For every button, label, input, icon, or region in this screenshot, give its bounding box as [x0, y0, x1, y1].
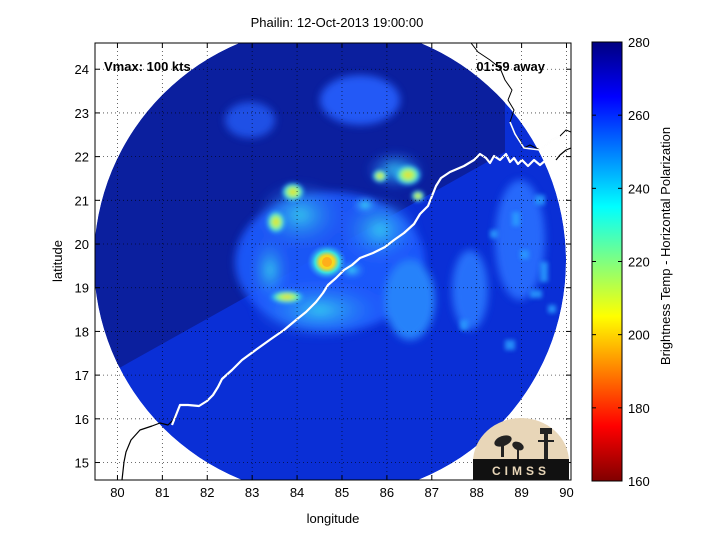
eye: [322, 257, 332, 267]
colorbar-ticks: 160 180 200 220 240 260 280: [592, 35, 650, 489]
x-tick-label: 83: [245, 485, 259, 500]
x-ticks: 80 81 82 83 84 85 86 87 88 89 90: [110, 43, 574, 500]
time-away-annotation: 01:59 away: [476, 59, 545, 74]
x-tick-label: 84: [290, 485, 304, 500]
colorbar-tick-label: 240: [628, 181, 650, 196]
y-tick-label: 20: [75, 237, 89, 252]
y-tick-label: 22: [75, 150, 89, 165]
vmax-annotation: Vmax: 100 kts: [104, 59, 191, 74]
swath-image: [95, 43, 571, 480]
y-tick-label: 15: [75, 456, 89, 471]
colorbar-tick-label: 220: [628, 255, 650, 270]
colorbar-tick-label: 160: [628, 474, 650, 489]
x-tick-label: 81: [155, 485, 169, 500]
y-tick-label: 17: [75, 368, 89, 383]
x-tick-label: 88: [469, 485, 483, 500]
cimss-logo: CIMSS: [473, 418, 569, 480]
logo-text: CIMSS: [492, 464, 550, 478]
y-tick-label: 18: [75, 324, 89, 339]
y-axis-label: latitude: [50, 240, 65, 282]
y-ticks: 15 16 17 18 19 20 21 22 23 24: [75, 62, 571, 471]
chart-title: Phailin: 12-Oct-2013 19:00:00: [251, 15, 424, 30]
x-tick-label: 89: [514, 485, 528, 500]
x-tick-label: 90: [559, 485, 573, 500]
x-axis-label: longitude: [307, 511, 360, 526]
colorbar-tick-label: 200: [628, 328, 650, 343]
colorbar-tick-label: 260: [628, 108, 650, 123]
y-tick-label: 23: [75, 106, 89, 121]
x-tick-label: 85: [335, 485, 349, 500]
colorbar: [591, 41, 623, 482]
colorbar-label: Brightness Temp - Horizontal Polarizatio…: [658, 127, 673, 365]
x-tick-label: 82: [200, 485, 214, 500]
y-tick-label: 19: [75, 281, 89, 296]
y-tick-label: 21: [75, 193, 89, 208]
x-tick-label: 80: [110, 485, 124, 500]
y-tick-label: 24: [75, 62, 89, 77]
x-tick-label: 87: [425, 485, 439, 500]
axes-frame: [94, 42, 572, 481]
x-tick-label: 86: [380, 485, 394, 500]
colorbar-tick-label: 280: [628, 35, 650, 50]
rain-bands: [266, 164, 425, 304]
coastline: [121, 43, 571, 480]
colorbar-tick-label: 180: [628, 401, 650, 416]
y-tick-label: 16: [75, 412, 89, 427]
